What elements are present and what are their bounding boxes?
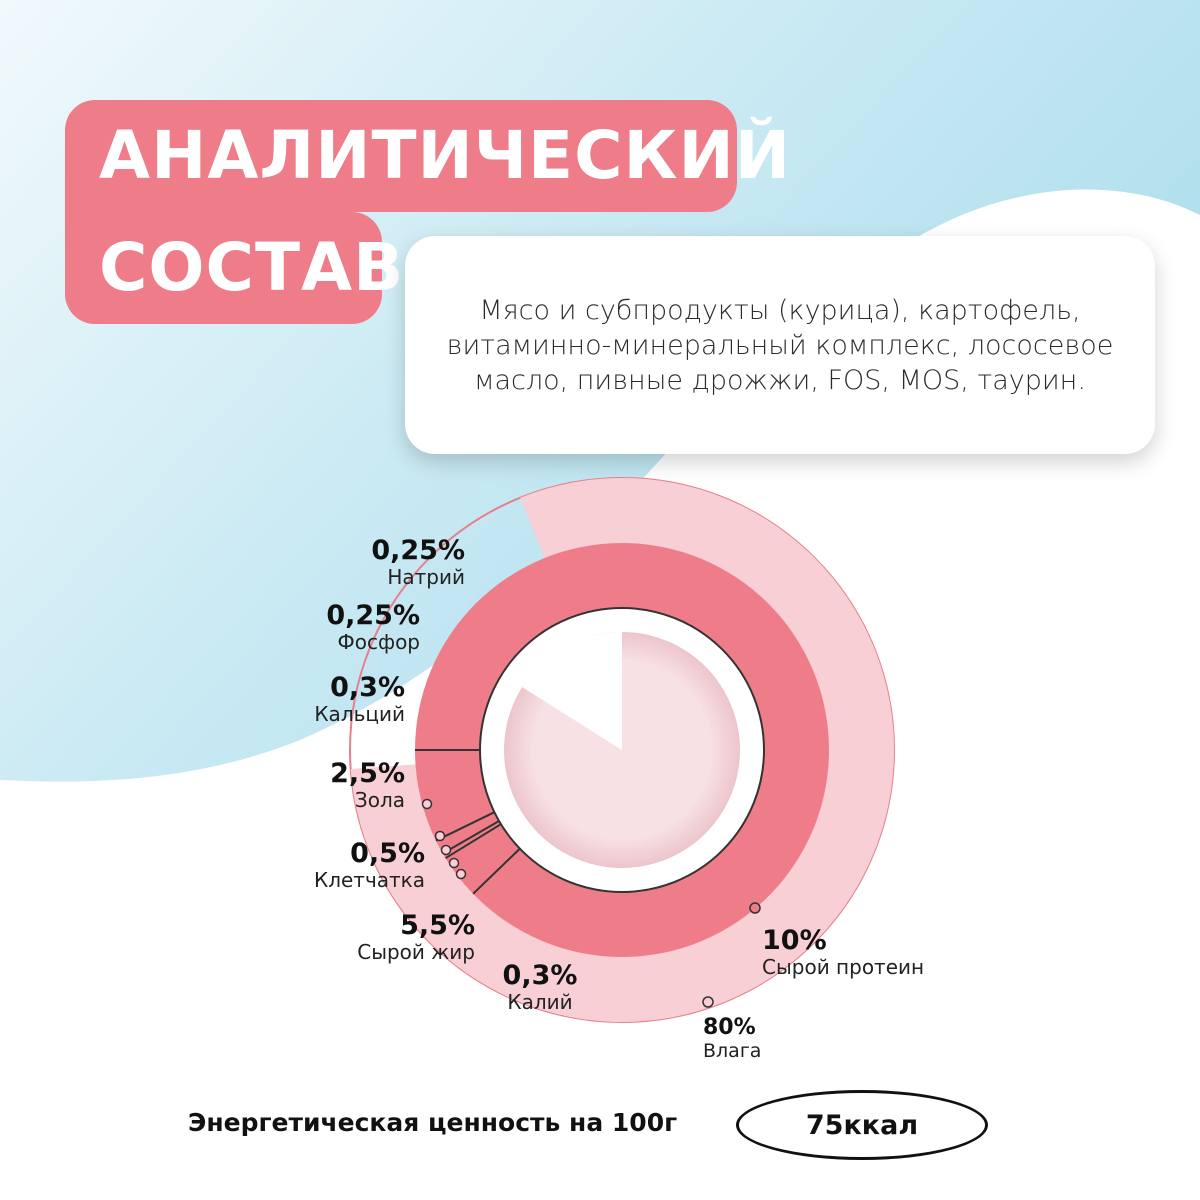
label-potassium-value: 0,3% [502, 960, 578, 991]
composition-card: Мясо и субпродукты (курица), картофель, … [405, 236, 1155, 454]
label-phosphorus: 0,25% Фосфор [280, 602, 420, 652]
inner-ring-dividers [415, 749, 521, 895]
label-fiber: 0,5% Клетчатка [265, 840, 425, 890]
label-potassium: 0,3% Калий [475, 962, 605, 1012]
label-fat: 5,5% Сырой жир [305, 912, 475, 962]
marker-fat [448, 857, 460, 869]
inner-divider-3 [444, 823, 502, 860]
label-fiber-value: 0,5% [350, 838, 425, 869]
title-line-1: АНАЛИТИЧЕСКИЙ [65, 100, 790, 212]
label-moisture: 80% Влага [703, 1017, 803, 1061]
title-line-1-text: АНАЛИТИЧЕСКИЙ [99, 117, 791, 194]
label-sodium: 0,25% Натрий [325, 537, 465, 587]
label-ash-value: 2,5% [330, 758, 405, 789]
label-sodium-value: 0,25% [371, 535, 465, 566]
energy-value-badge: 75ккал [736, 1090, 988, 1160]
label-calcium-name: Кальций [314, 702, 405, 726]
label-phosphorus-value: 0,25% [326, 600, 420, 631]
label-potassium-name: Калий [507, 990, 573, 1014]
label-fat-value: 5,5% [400, 910, 475, 941]
label-sodium-name: Натрий [387, 565, 465, 589]
label-fat-name: Сырой жир [357, 940, 475, 964]
label-phosphorus-name: Фосфор [337, 630, 420, 654]
energy-label: Энергетическая ценность на 100г [188, 1108, 678, 1137]
label-fiber-name: Клетчатка [314, 868, 425, 892]
marker-ash [421, 798, 433, 810]
marker-protein [749, 902, 761, 914]
title-line-2: СОСТАВ [65, 212, 403, 324]
marker-fiber [434, 830, 446, 842]
composition-text: Мясо и субпродукты (курица), картофель, … [446, 294, 1114, 396]
label-moisture-value: 80% [703, 1015, 756, 1040]
energy-value: 75ккал [805, 1109, 919, 1141]
inner-divider-4 [472, 847, 521, 895]
center-notch [522, 631, 622, 750]
marker-potassium [455, 868, 467, 880]
label-markers [421, 798, 761, 1008]
marker-fiber-2 [440, 844, 452, 856]
title-line-2-text: СОСТАВ [99, 229, 405, 306]
label-protein-name: Сырой протеин [762, 955, 925, 979]
label-protein-value: 10% [762, 925, 827, 956]
label-calcium-value: 0,3% [330, 672, 405, 703]
label-protein: 10% Сырой протеин [762, 927, 982, 977]
inner-divider-2 [442, 820, 500, 855]
inner-divider-1 [435, 811, 495, 842]
label-moisture-name: Влага [703, 1040, 762, 1062]
label-ash: 2,5% Зола [265, 760, 405, 810]
label-calcium: 0,3% Кальций [265, 674, 405, 724]
label-ash-name: Зола [354, 788, 405, 812]
marker-moisture [702, 996, 714, 1008]
